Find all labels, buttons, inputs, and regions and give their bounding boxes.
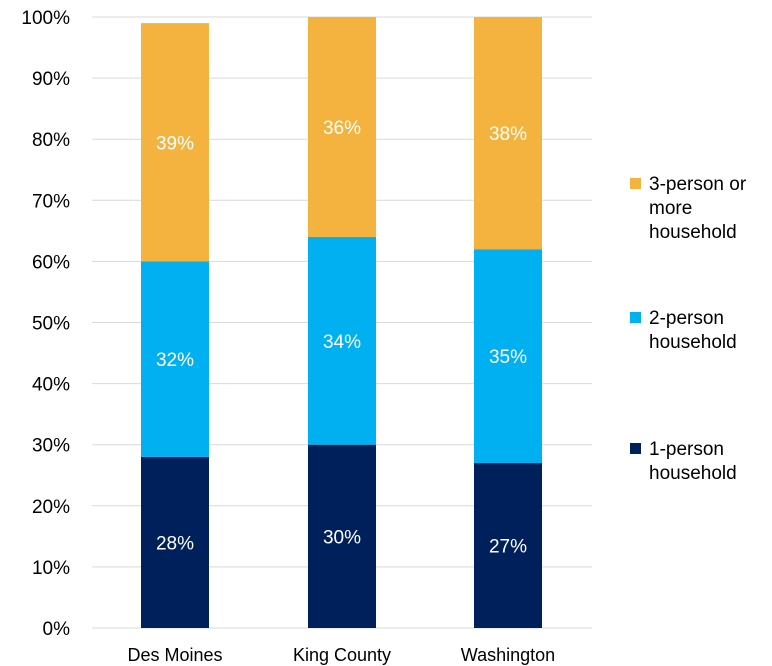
data-label: 27% bbox=[489, 537, 527, 558]
data-label: 32% bbox=[156, 350, 194, 371]
bar-segment bbox=[474, 463, 542, 628]
data-label: 39% bbox=[156, 133, 194, 154]
y-tick-label: 20% bbox=[32, 497, 70, 518]
legend-label: 2-person bbox=[649, 308, 724, 329]
y-tick-label: 60% bbox=[32, 252, 70, 273]
y-tick-label: 30% bbox=[32, 436, 70, 457]
legend-label: household bbox=[649, 222, 737, 243]
data-label: 28% bbox=[156, 533, 194, 554]
data-label: 30% bbox=[323, 527, 361, 548]
data-label: 34% bbox=[323, 332, 361, 353]
legend-label: 3-person or bbox=[649, 174, 747, 195]
legend-label: 1-person bbox=[649, 439, 724, 460]
bar-segment bbox=[474, 17, 542, 250]
x-category-label: Washington bbox=[461, 645, 555, 665]
y-tick-label: 0% bbox=[43, 619, 71, 640]
bars bbox=[141, 17, 542, 628]
y-tick-label: 10% bbox=[32, 558, 70, 579]
bar-segment bbox=[474, 249, 542, 464]
legend: 3-person or more household 2-person househol… bbox=[630, 174, 747, 484]
data-label: 35% bbox=[489, 347, 527, 368]
legend-swatch bbox=[630, 178, 641, 189]
legend-label: household bbox=[649, 463, 737, 484]
bar-segment bbox=[141, 456, 209, 628]
bar-segment bbox=[308, 17, 376, 237]
bar-segment bbox=[141, 23, 209, 262]
bar-segment bbox=[308, 236, 376, 445]
y-tick-label: 70% bbox=[32, 191, 70, 212]
bar-segment bbox=[141, 261, 209, 457]
legend-entry: 2-person household bbox=[630, 308, 737, 353]
legend-swatch bbox=[630, 443, 641, 454]
legend-label: more bbox=[649, 198, 692, 219]
y-tick-label: 90% bbox=[32, 69, 70, 90]
x-category-label: King County bbox=[293, 645, 391, 665]
bar-segment bbox=[308, 444, 376, 628]
data-label: 36% bbox=[323, 118, 361, 139]
data-label: 38% bbox=[489, 124, 527, 145]
legend-swatch bbox=[630, 312, 641, 323]
y-tick-label: 100% bbox=[21, 8, 70, 29]
y-tick-label: 50% bbox=[32, 314, 70, 335]
x-category-label: Des Moines bbox=[127, 645, 222, 665]
x-axis-categories: Des Moines King County Washington bbox=[127, 645, 555, 665]
legend-label: household bbox=[649, 332, 737, 353]
y-tick-label: 40% bbox=[32, 375, 70, 396]
legend-entry: 3-person or more household bbox=[630, 174, 747, 243]
y-axis-ticks: 0% 10% 20% 30% 40% 50% 60% 70% 80% 90% 100% bbox=[21, 8, 70, 640]
y-tick-label: 80% bbox=[32, 130, 70, 151]
legend-entry: 1-person household bbox=[630, 439, 737, 484]
data-labels: 28% 32% 39% 30% 34% 36% 27% 35% 38% bbox=[156, 118, 527, 558]
